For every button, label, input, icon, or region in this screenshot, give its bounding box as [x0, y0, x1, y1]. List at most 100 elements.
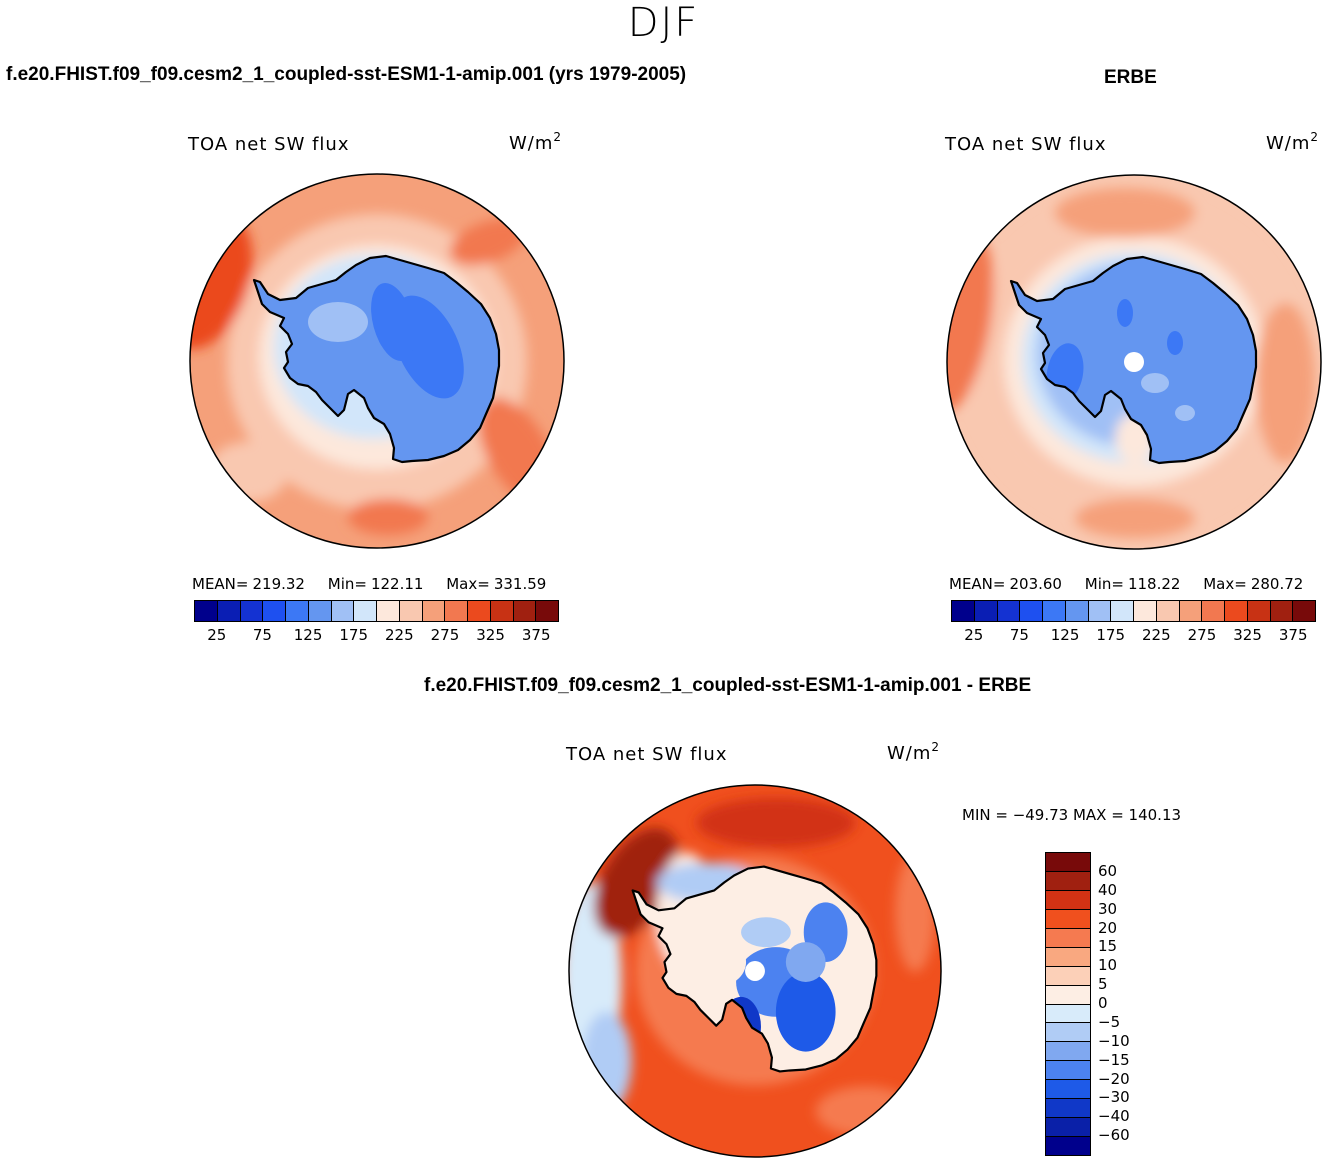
colorbar-tick-label: 175: [339, 626, 369, 644]
colorbar-swatch: [1046, 1004, 1090, 1024]
colorbar-swatch: [240, 601, 264, 621]
colorbar-swatch: [1179, 601, 1203, 621]
left-variable-label: TOA net SW flux: [188, 134, 350, 155]
colorbar-tick-label: 175: [1096, 626, 1126, 644]
colorbar-swatch: [1156, 601, 1180, 621]
colorbar-tick-label: 10: [1098, 956, 1118, 975]
colorbar-tick-label: 325: [476, 626, 505, 644]
colorbar-swatch: [1046, 871, 1090, 891]
diff-case-title: f.e20.FHIST.f09_f09.cesm2_1_coupled-sst-…: [424, 675, 1032, 696]
colorbar-swatch: [1046, 1099, 1090, 1119]
colorbar-tick-label: 275: [1187, 626, 1217, 644]
colorbar-swatch: [1134, 601, 1157, 621]
colorbar-swatch: [1046, 947, 1090, 967]
left-polar-map: [189, 173, 565, 549]
colorbar-tick-label: 40: [1098, 880, 1118, 899]
colorbar-swatch: [1043, 601, 1066, 621]
left-min-value: 122.11: [370, 575, 424, 593]
colorbar-tick-label: 25: [207, 626, 227, 644]
colorbar-swatch: [399, 601, 423, 621]
right-min-value: 118.22: [1127, 575, 1181, 593]
right-max-label: Max=: [1203, 575, 1247, 593]
colorbar-swatch: [1202, 601, 1225, 621]
left-min-label: Min=: [327, 575, 367, 593]
colorbar-tick-label: 225: [1141, 626, 1171, 644]
colorbar-swatch: [1046, 890, 1090, 910]
colorbar-swatch: [377, 601, 400, 621]
colorbar-tick-label: 5: [1098, 975, 1108, 994]
colorbar-swatch: [195, 601, 218, 621]
colorbar-swatch: [1020, 601, 1043, 621]
colorbar-swatch: [1046, 1042, 1090, 1062]
diff-minmax-text: MIN = −49.73 MAX = 140.13: [962, 806, 1182, 824]
colorbar-swatch: [1065, 601, 1089, 621]
diff-colorbar-labels: 60 40 30 20 15 10 5 0 −5 −10 −15 −20 −30 −40 −60: [1098, 852, 1158, 1154]
colorbar-swatch: [1046, 909, 1090, 929]
colorbar-swatch: [952, 601, 975, 621]
colorbar-swatch: [536, 601, 558, 621]
diff-variable-label: TOA net SW flux: [566, 744, 728, 765]
colorbar-tick-label: 75: [1009, 626, 1029, 644]
colorbar-swatch: [1046, 1118, 1090, 1138]
colorbar-tick-label: 20: [1098, 918, 1118, 937]
right-colorbar-labels: 25 75 125 175 225 275 325 375: [951, 626, 1316, 646]
colorbar-swatch: [1111, 601, 1134, 621]
diff-polar-map: [568, 784, 942, 1158]
diff-colorbar: [1045, 852, 1091, 1156]
colorbar-swatch: [286, 601, 309, 621]
left-colorbar: [194, 600, 559, 622]
colorbar-swatch: [1225, 601, 1248, 621]
colorbar-tick-label: 125: [293, 626, 323, 644]
colorbar-swatch: [997, 601, 1021, 621]
colorbar-swatch: [1046, 1023, 1090, 1043]
colorbar-swatch: [1046, 966, 1090, 986]
colorbar-tick-label: 275: [430, 626, 460, 644]
colorbar-tick-label: −40: [1098, 1107, 1130, 1126]
left-colorbar-labels: 25 75 125 175 225 275 325 375: [194, 626, 559, 646]
left-max-value: 331.59: [493, 575, 547, 593]
left-mean-value: 219.32: [252, 575, 305, 593]
colorbar-tick-label: −5: [1098, 1012, 1121, 1031]
colorbar-swatch: [422, 601, 446, 621]
colorbar-swatch: [1088, 601, 1112, 621]
left-units-label: W/m2: [509, 130, 562, 154]
colorbar-tick-label: −60: [1098, 1126, 1130, 1145]
right-stats: MEAN= 203.60 Min= 118.22 Max= 280.72: [949, 575, 1321, 593]
left-case-title: f.e20.FHIST.f09_f09.cesm2_1_coupled-sst-…: [6, 64, 687, 85]
colorbar-tick-label: 225: [384, 626, 414, 644]
diff-units-label: W/m2: [887, 740, 940, 764]
right-colorbar: [951, 600, 1316, 622]
colorbar-swatch: [354, 601, 377, 621]
colorbar-tick-label: 75: [252, 626, 272, 644]
colorbar-tick-label: 30: [1098, 899, 1118, 918]
colorbar-tick-label: −20: [1098, 1069, 1130, 1088]
right-max-value: 280.72: [1250, 575, 1304, 593]
colorbar-tick-label: −10: [1098, 1031, 1130, 1050]
colorbar-swatch: [1247, 601, 1271, 621]
right-variable-label: TOA net SW flux: [945, 134, 1107, 155]
colorbar-swatch: [217, 601, 241, 621]
right-units-label: W/m2: [1266, 130, 1319, 154]
colorbar-swatch: [1046, 853, 1090, 872]
colorbar-swatch: [1046, 1080, 1090, 1100]
right-min-label: Min=: [1084, 575, 1124, 593]
colorbar-tick-label: 125: [1050, 626, 1080, 644]
colorbar-swatch: [1046, 928, 1090, 948]
colorbar-swatch: [263, 601, 286, 621]
colorbar-swatch: [1293, 601, 1315, 621]
left-stats: MEAN= 219.32 Min= 122.11 Max= 331.59: [192, 575, 564, 593]
colorbar-tick-label: 60: [1098, 861, 1118, 880]
colorbar-swatch: [1270, 601, 1294, 621]
right-mean-label: MEAN=: [949, 575, 1006, 593]
colorbar-swatch: [468, 601, 491, 621]
colorbar-swatch: [513, 601, 537, 621]
colorbar-tick-label: 0: [1098, 994, 1108, 1012]
colorbar-swatch: [308, 601, 332, 621]
right-case-title: ERBE: [1104, 67, 1157, 88]
colorbar-tick-label: 15: [1098, 937, 1118, 956]
colorbar-tick-label: 375: [521, 626, 551, 644]
colorbar-swatch: [1046, 1061, 1090, 1081]
left-mean-label: MEAN=: [192, 575, 249, 593]
colorbar-swatch: [974, 601, 998, 621]
colorbar-tick-label: −30: [1098, 1088, 1130, 1107]
